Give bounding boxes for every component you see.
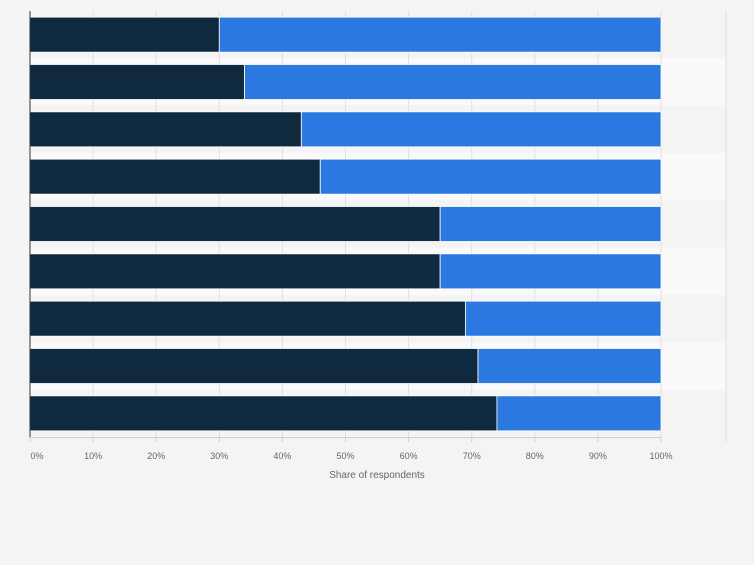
x-tick-labels: 0% 10% 20% 30% 40% 50% 60% 70% 80% 90% 100% [29, 437, 673, 461]
x-tick-label: 80% [526, 451, 544, 461]
x-tick-label: 100% [649, 451, 672, 461]
x-tick-label: 90% [589, 451, 607, 461]
bar-segment-series-1 [29, 300, 466, 337]
x-tick-label: 60% [400, 451, 418, 461]
bar-segment-series-2 [477, 348, 662, 384]
bar-segment-series-2 [244, 64, 662, 100]
bar-segment-series-2 [439, 206, 662, 242]
bar-segment-series-2 [439, 253, 662, 290]
x-tick-label: 70% [463, 451, 481, 461]
x-tick-label: 50% [336, 451, 354, 461]
x-tick-label: 0% [30, 451, 43, 461]
bar-segment-series-1 [29, 111, 302, 148]
bar-segment-series-1 [29, 158, 321, 195]
bar-segment-series-1 [29, 206, 441, 242]
bars [29, 16, 662, 432]
bar-segment-series-1 [29, 64, 245, 100]
x-tick-label: 20% [147, 451, 165, 461]
x-tick-label: 40% [273, 451, 291, 461]
x-tick-label: 10% [84, 451, 102, 461]
bar-segment-series-1 [29, 348, 479, 384]
bar-segment-series-2 [319, 158, 662, 195]
bar-segment-series-2 [300, 111, 662, 148]
bar-segment-series-2 [496, 395, 662, 432]
x-tick-label: 30% [210, 451, 228, 461]
x-axis-label: Share of respondents [329, 470, 425, 481]
bar-segment-series-2 [218, 16, 662, 53]
bar-segment-series-1 [29, 395, 498, 432]
bar-segment-series-1 [29, 253, 441, 290]
bar-segment-series-1 [29, 16, 220, 53]
bar-segment-series-2 [464, 300, 662, 337]
